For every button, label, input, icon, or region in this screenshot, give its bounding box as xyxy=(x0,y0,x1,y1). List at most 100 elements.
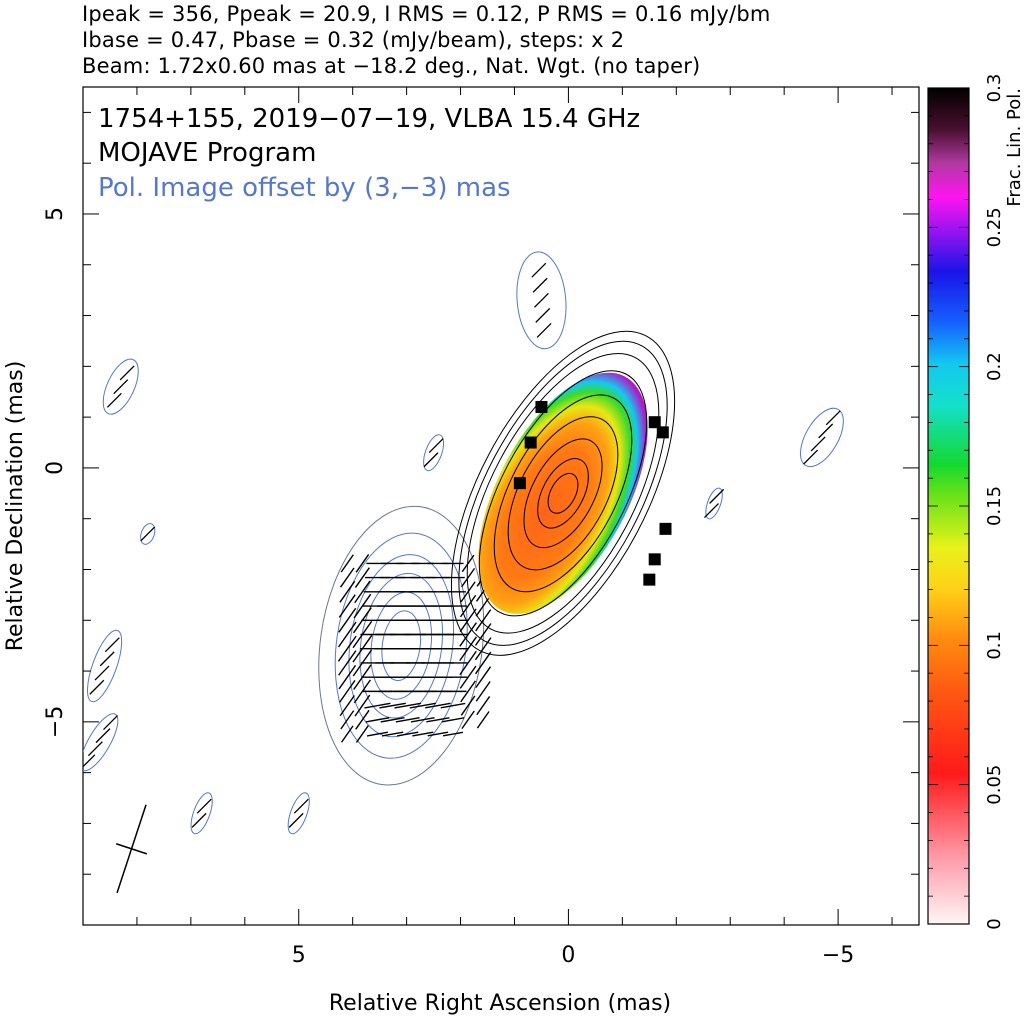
frac-pol-edge-pixel-6 xyxy=(524,436,537,449)
island-1-evpa-1 xyxy=(535,307,551,323)
island-3-evpa-1 xyxy=(94,665,110,681)
evpa-vector-68 xyxy=(474,637,492,661)
header-line-2: Ibase = 0.47, Pbase = 0.32 (mJy/beam), s… xyxy=(82,28,625,52)
island-4-evpa-3 xyxy=(103,715,118,731)
evpa-vector-1 xyxy=(355,554,370,573)
island-2-evpa-3 xyxy=(825,410,841,426)
evpa-vector-112 xyxy=(380,717,405,723)
evpa-vector-117 xyxy=(461,710,475,730)
frac-pol-edge-pixel-2 xyxy=(659,522,672,535)
header-line-3: Beam: 1.72x0.60 mas at −18.2 deg., Nat. … xyxy=(82,54,701,78)
evpa-vector-90 xyxy=(353,679,371,704)
evpa-vector-19 xyxy=(339,580,356,603)
evpa-vector-10 xyxy=(354,567,370,588)
frac-pol-colormap xyxy=(478,372,648,614)
island-2-evpa-1 xyxy=(810,436,826,452)
island-7-evpa-1 xyxy=(196,798,212,814)
evpa-vector-111 xyxy=(365,717,390,723)
island-1-evpa-2 xyxy=(533,292,549,308)
island-contour-0 xyxy=(102,358,139,415)
header-line-1: Ipeak = 356, Ppeak = 20.9, I RMS = 0.12,… xyxy=(82,2,771,26)
evpa-vector-126 xyxy=(442,731,464,737)
evpa-vector-107 xyxy=(460,695,476,716)
evpa-vector-87 xyxy=(459,665,477,689)
island-contour-9 xyxy=(140,523,156,545)
evpa-vector-39 xyxy=(338,607,357,633)
island-0-evpa-0 xyxy=(106,392,122,408)
island-5-evpa-1 xyxy=(428,438,444,454)
stokes-i-contour-7 xyxy=(537,458,589,529)
evpa-vector-104 xyxy=(409,702,436,709)
evpa-vector-125 xyxy=(427,731,449,737)
evpa-vector-103 xyxy=(394,702,422,709)
y-axis-label: Relative Declination (mas) xyxy=(3,361,28,652)
y-tick-label-1: 0 xyxy=(43,461,68,475)
island-9-evpa-0 xyxy=(140,526,156,542)
x-tick-label-0: 5 xyxy=(292,943,306,968)
island-1-evpa-3 xyxy=(532,277,548,293)
evpa-vector-118 xyxy=(476,711,490,729)
beam-minor-axis xyxy=(115,843,148,855)
island-2-evpa-2 xyxy=(818,423,834,439)
evpa-vector-97 xyxy=(460,680,477,703)
evpa-vector-119 xyxy=(340,725,354,743)
island-6-evpa-0 xyxy=(704,503,719,519)
annotation-program: MOJAVE Program xyxy=(98,138,316,168)
y-tick-label-2: −5 xyxy=(43,706,68,738)
evpa-vector-102 xyxy=(379,702,406,709)
island-1-evpa-0 xyxy=(536,322,552,338)
evpa-vector-108 xyxy=(476,696,491,716)
pol-contour-3 xyxy=(359,572,444,719)
frac-pol-edge-pixel-7 xyxy=(535,400,548,413)
stokes-i-contour-5 xyxy=(507,416,619,571)
evpa-vector-98 xyxy=(475,681,491,702)
island-2-evpa-0 xyxy=(803,449,819,465)
annotation-source: 1754+155, 2019−07−19, VLBA 15.4 GHz xyxy=(98,104,640,134)
x-tick-label-1: 0 xyxy=(561,943,575,968)
pol-contour-5 xyxy=(381,610,422,681)
stokes-i-contour-4 xyxy=(493,394,633,593)
evpa-vector-120 xyxy=(355,725,369,743)
colorbar-tick-label-5: 0.25 xyxy=(984,207,1005,247)
evpa-vector-8 xyxy=(461,554,475,573)
evpa-vector-30 xyxy=(353,593,372,619)
evpa-vector-115 xyxy=(426,717,450,723)
pol-contour-0 xyxy=(318,505,485,786)
stokes-i-contour-6 xyxy=(523,438,603,549)
island-3-evpa-0 xyxy=(89,679,105,695)
evpa-vector-67 xyxy=(459,636,478,662)
colorbar-tick-label-3: 0.15 xyxy=(984,486,1005,526)
island-contour-1 xyxy=(516,251,567,350)
island-6-evpa-1 xyxy=(709,488,725,504)
evpa-vector-101 xyxy=(364,702,391,709)
x-tick-label-2: −5 xyxy=(822,943,854,968)
colorbar-label: Frac. Lin. Pol. xyxy=(1004,88,1025,207)
island-4-evpa-2 xyxy=(95,728,111,744)
island-3-evpa-2 xyxy=(99,651,115,667)
stokes-i-contour-2 xyxy=(466,353,660,634)
plot-frame xyxy=(82,86,920,926)
evpa-vector-57 xyxy=(459,622,477,647)
evpa-vector-99 xyxy=(339,695,355,717)
evpa-vector-109 xyxy=(340,710,355,730)
island-5-evpa-0 xyxy=(423,452,439,468)
evpa-vector-29 xyxy=(338,594,356,618)
island-0-evpa-2 xyxy=(119,365,135,381)
evpa-vector-38 xyxy=(475,595,491,617)
colorbar-tick-label-2: 0.1 xyxy=(984,631,1005,660)
island-0-evpa-1 xyxy=(113,379,129,395)
island-contour-2 xyxy=(800,407,844,468)
island-contour-5 xyxy=(423,434,445,472)
pol-contour-2 xyxy=(348,554,455,738)
pol-contour-1 xyxy=(334,532,468,759)
frac-pol-edge-pixel-4 xyxy=(643,573,656,586)
island-contour-4 xyxy=(83,713,119,772)
evpa-vector-105 xyxy=(425,702,451,709)
evpa-vector-89 xyxy=(339,679,356,703)
island-contour-7 xyxy=(190,792,213,835)
evpa-vector-78 xyxy=(475,651,492,675)
stokes-i-contour-3 xyxy=(478,370,648,617)
colorbar-tick-label-6: 0.3 xyxy=(984,74,1005,103)
island-contour-8 xyxy=(287,792,310,835)
